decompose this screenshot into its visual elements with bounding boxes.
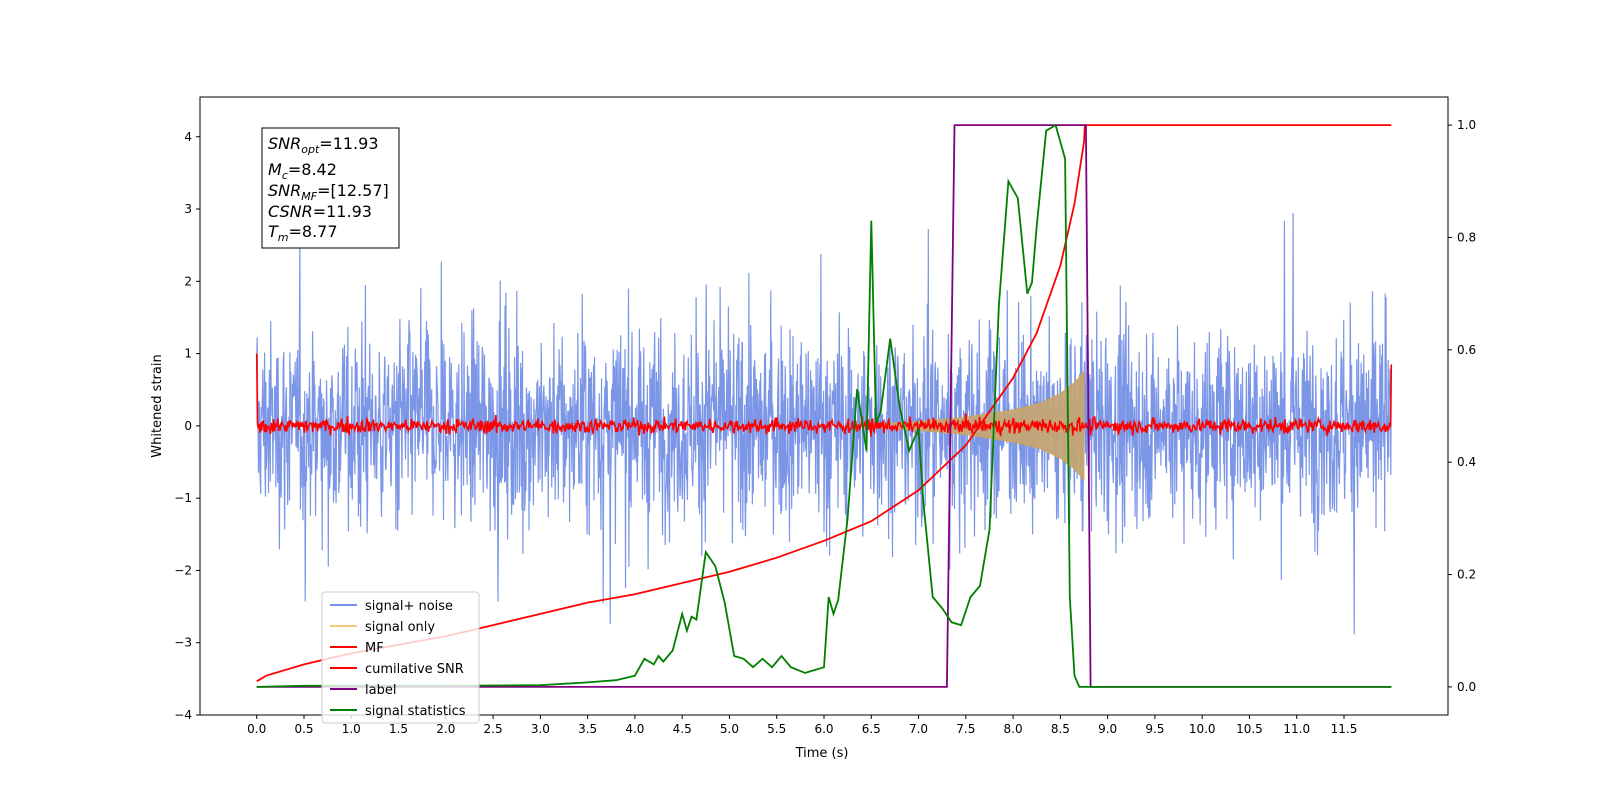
y-right-tick-label: 0.8	[1457, 230, 1476, 244]
x-tick-label: 7.5	[956, 722, 975, 736]
annotation-snr-mf: SNRMF=[12.57]	[268, 181, 389, 203]
x-tick-label: 0.0	[247, 722, 266, 736]
legend-label-mf: MF	[365, 641, 384, 656]
x-tick-label: 0.5	[294, 722, 313, 736]
x-tick-label: 6.0	[814, 722, 833, 736]
x-tick-label: 9.0	[1098, 722, 1117, 736]
x-tick-label: 7.0	[909, 722, 928, 736]
y-left-tick-label: −1	[174, 491, 192, 505]
x-tick-label: 4.5	[673, 722, 692, 736]
y-right-tick-label: 0.4	[1457, 455, 1476, 469]
x-axis-label: Time (s)	[795, 746, 849, 761]
x-tick-label: 11.5	[1331, 722, 1358, 736]
x-tick-label: 3.0	[531, 722, 550, 736]
x-tick-label: 2.5	[484, 722, 503, 736]
x-tick-label: 11.0	[1283, 722, 1310, 736]
y-left-tick-label: 3	[184, 202, 192, 216]
legend-frame	[321, 591, 480, 724]
y-right-tick-label: 0.2	[1457, 568, 1476, 582]
y-axis-label: Whitened strain	[150, 354, 165, 457]
y-left-tick-label: −4	[174, 708, 192, 722]
legend-label-signal-noise: signal+ noise	[365, 599, 453, 614]
legend-label-signal-only: signal only	[365, 620, 435, 635]
x-tick-label: 6.5	[862, 722, 881, 736]
series-signal-noise	[256, 212, 1392, 635]
y-axis-right-ticks: 0.0 0.2 0.4 0.6 0.8 1.0	[1448, 118, 1476, 694]
x-tick-label: 9.5	[1145, 722, 1164, 736]
y-left-tick-label: −3	[174, 636, 192, 650]
x-tick-label: 3.5	[578, 722, 597, 736]
x-tick-label: 4.0	[625, 722, 644, 736]
y-left-tick-label: 1	[184, 347, 192, 361]
x-tick-label: 1.0	[342, 722, 361, 736]
annotation-box: SNRopt=11.93 Mc=8.42 SNRMF=[12.57] CSNR=…	[261, 127, 400, 249]
legend: signal+ noise signal only MF cumilative …	[321, 591, 480, 724]
x-tick-label: 8.0	[1004, 722, 1023, 736]
y-axis-left-ticks: −4 −3 −2 −1 0 1 2 3 4	[174, 130, 200, 722]
x-tick-label: 5.0	[720, 722, 739, 736]
legend-label-label: label	[365, 683, 396, 698]
x-tick-label: 1.5	[389, 722, 408, 736]
series-mf	[255, 353, 1393, 438]
x-tick-label: 10.0	[1189, 722, 1216, 736]
x-tick-label: 10.5	[1236, 722, 1263, 736]
x-axis-ticks: 0.0 0.5 1.0 1.5 2.0 2.5 3.0 3.5 4.0 4.5 5.0 5.5 6.0 6…	[247, 715, 1357, 736]
x-tick-label: 2.0	[436, 722, 455, 736]
y-right-tick-label: 0.0	[1457, 680, 1476, 694]
x-tick-label: 5.5	[767, 722, 786, 736]
y-right-tick-label: 0.6	[1457, 343, 1476, 357]
legend-label-cumulative-snr: cumilative SNR	[365, 662, 464, 677]
y-left-tick-label: 4	[184, 130, 192, 144]
annotation-mc: Mc=8.42	[268, 160, 337, 182]
annotation-snr-opt: SNRopt=11.93	[268, 134, 379, 156]
series-signal-statistics	[256, 123, 1392, 688]
x-tick-label: 8.5	[1051, 722, 1070, 736]
y-left-tick-label: 0	[184, 419, 192, 433]
legend-label-signal-statistics: signal statistics	[365, 704, 466, 719]
annotation-csnr: CSNR=11.93	[268, 202, 372, 221]
y-left-tick-label: 2	[184, 274, 192, 288]
y-left-tick-label: −2	[174, 563, 192, 577]
y-right-tick-label: 1.0	[1457, 118, 1476, 132]
annotation-tm: Tm=8.77	[268, 222, 338, 244]
